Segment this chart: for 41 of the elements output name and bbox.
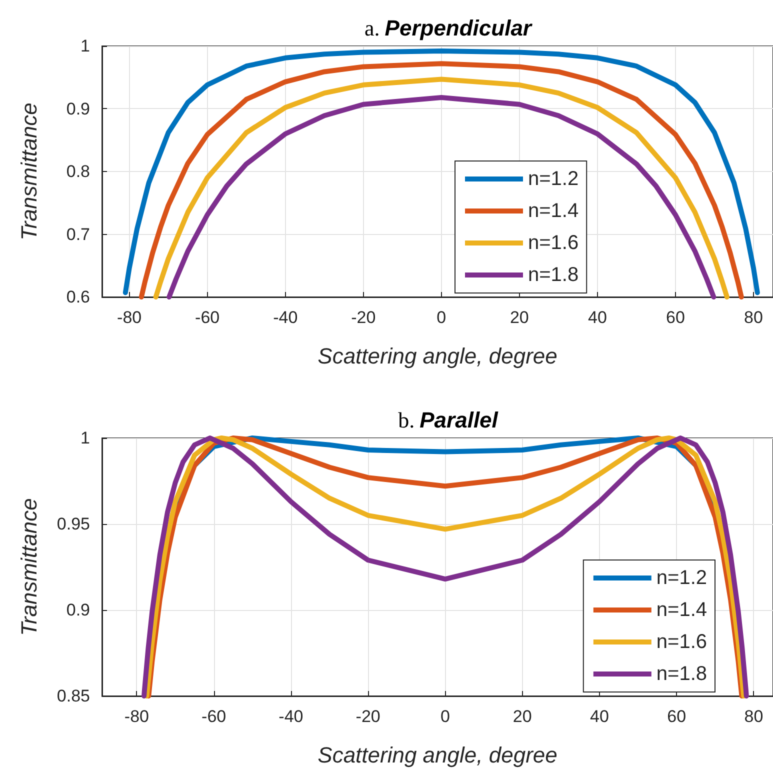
legend-label: n=1.2 <box>528 168 579 190</box>
x-tick-label: 80 <box>744 707 764 726</box>
y-tick-label: 1 <box>80 428 90 448</box>
x-tick-label: 60 <box>667 707 686 726</box>
x-tick-label: 20 <box>510 308 529 327</box>
legend-label: n=1.8 <box>656 663 708 685</box>
x-tick-label: 40 <box>588 308 607 327</box>
legend-label: n=1.4 <box>528 200 579 222</box>
x-tick-label: -20 <box>356 707 380 726</box>
x-axis-title: Scattering angle, degree <box>318 742 558 768</box>
y-tick-label: 0.9 <box>66 600 90 620</box>
x-tick-label: 60 <box>666 308 685 327</box>
y-tick-label: 0.85 <box>56 686 90 706</box>
y-tick-label: 0.8 <box>66 162 90 181</box>
legend-label: n=1.6 <box>656 631 708 653</box>
x-tick-label: 80 <box>744 308 763 327</box>
x-tick-label: -80 <box>124 707 149 726</box>
y-tick-label: 1 <box>80 36 90 56</box>
x-tick-label: 20 <box>512 707 532 726</box>
x-tick-label: -40 <box>273 308 298 327</box>
y-tick-label: 0.9 <box>66 99 90 118</box>
y-tick-label: 0.7 <box>66 224 90 244</box>
x-tick-label: -40 <box>278 707 304 726</box>
y-axis-title: Transmittance <box>16 498 42 636</box>
legend-label: n=1.8 <box>528 264 579 286</box>
x-tick-label: 0 <box>436 308 446 327</box>
chart-title: a. Perpendicular <box>364 16 533 40</box>
x-tick-label: -60 <box>195 308 220 327</box>
x-tick-label: -60 <box>202 707 226 726</box>
x-tick-label: 40 <box>590 707 609 726</box>
x-tick-label: 0 <box>440 707 450 726</box>
x-tick-label: -20 <box>351 308 376 327</box>
x-tick-label: -80 <box>117 308 142 327</box>
legend-label: n=1.4 <box>656 599 708 621</box>
y-axis-title: Transmittance <box>16 102 42 240</box>
y-tick-label: 0.6 <box>66 288 90 306</box>
legend-label: n=1.6 <box>528 232 579 254</box>
chart-title: b. Parallel <box>398 408 499 432</box>
y-tick-label: 0.95 <box>56 514 90 534</box>
legend-label: n=1.2 <box>656 567 708 589</box>
x-axis-title: Scattering angle, degree <box>318 344 558 368</box>
